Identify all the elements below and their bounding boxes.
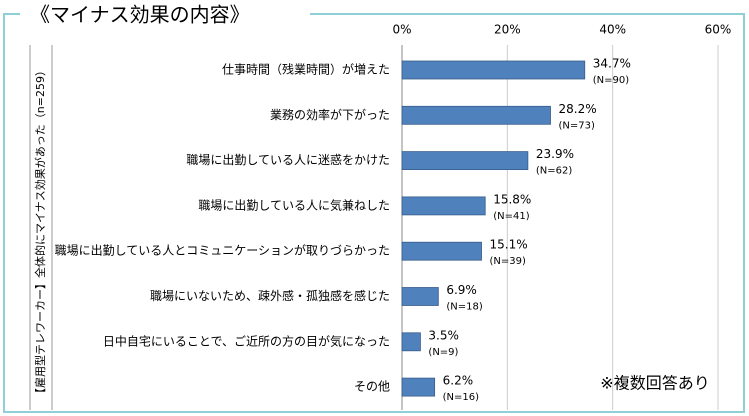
count-label: (N=39) bbox=[490, 256, 526, 267]
value-label: 6.2% bbox=[443, 374, 474, 388]
note: ※複数回答あり bbox=[600, 374, 709, 393]
category-label: 職場に出勤している人に迷惑をかけた bbox=[186, 153, 390, 167]
count-label: (N=18) bbox=[446, 302, 482, 313]
bar bbox=[401, 287, 439, 306]
value-label: 15.8% bbox=[493, 192, 531, 206]
bar bbox=[401, 60, 586, 80]
category-label: 職場にいないため、疎外感・孤独感を感じた bbox=[150, 288, 390, 303]
count-label: (N=73) bbox=[559, 120, 595, 131]
bar bbox=[401, 105, 551, 125]
category-label: その他 bbox=[354, 380, 390, 394]
y-axis-label: 【雇用型テレワーカー】全体的にマイナス効果があった（n=259） bbox=[33, 65, 47, 399]
category-label: 職場に出勤している人とコミュニケーションが取りづらかった bbox=[55, 243, 390, 258]
value-label: 6.9% bbox=[446, 283, 477, 297]
bar bbox=[401, 196, 486, 216]
value-label: 23.9% bbox=[536, 147, 574, 161]
bar bbox=[401, 377, 436, 397]
x-tick-label: 60% bbox=[705, 23, 732, 37]
value-label: 28.2% bbox=[559, 102, 597, 116]
value-label: 15.1% bbox=[490, 238, 528, 252]
count-label: (N=9) bbox=[428, 347, 458, 358]
value-label: 34.7% bbox=[593, 57, 631, 71]
category-label: 業務の効率が下がった bbox=[270, 107, 390, 122]
value-label: 3.5% bbox=[428, 328, 459, 342]
bar bbox=[401, 151, 529, 171]
x-tick-label: 0% bbox=[392, 23, 411, 37]
x-tick-label: 20% bbox=[494, 23, 521, 37]
category-label: 日中自宅にいることで、ご近所の方の目が気になった bbox=[103, 333, 390, 348]
category-label: 仕事時間（残業時間）が増えた bbox=[222, 62, 390, 77]
count-label: (N=41) bbox=[493, 211, 529, 222]
chart-title: 《マイナス効果の内容》 bbox=[30, 3, 250, 27]
frame bbox=[3, 13, 745, 413]
x-tick-label: 40% bbox=[599, 23, 626, 37]
bar bbox=[401, 332, 421, 352]
bar bbox=[401, 241, 482, 261]
category-label: 職場に出勤している人に気兼ねした bbox=[198, 197, 390, 212]
count-label: (N=16) bbox=[443, 392, 479, 403]
count-label: (N=90) bbox=[593, 75, 629, 86]
count-label: (N=62) bbox=[536, 166, 572, 177]
title-backdrop bbox=[20, 2, 310, 28]
